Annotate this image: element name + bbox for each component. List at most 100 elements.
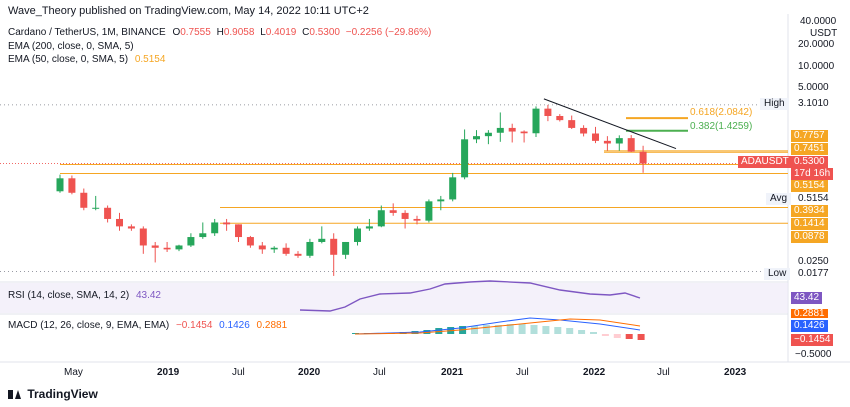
rsi-line <box>299 280 641 312</box>
macd-hist-bar-21 <box>601 334 609 336</box>
time-label-7: 2022 <box>583 367 606 378</box>
candle-body-2019-06 <box>223 222 231 225</box>
candle-body-2019-07 <box>235 224 242 238</box>
low-tag-value: 0.0177 <box>798 268 829 279</box>
candle-body-2020-10 <box>413 218 421 221</box>
candle-body-2022-02 <box>603 140 611 144</box>
candle-body-2021-07 <box>520 131 528 134</box>
time-label-0: May <box>64 367 83 378</box>
macd-hist-bar-23 <box>625 334 633 339</box>
candle-body-2022-05 <box>639 151 647 164</box>
time-label-2: Jul <box>232 367 245 378</box>
candle-body-2018-11 <box>139 228 147 246</box>
fib-label-0382: 0.382(1.4259) <box>690 121 753 132</box>
symbol-name: Cardano / TetherUS, 1M, BINANCE <box>8 27 166 38</box>
candle-body-2020-07 <box>377 210 385 227</box>
candle-body-2020-02 <box>318 238 326 242</box>
high-tag-label: High <box>760 98 789 110</box>
macd-legend: MACD (12, 26, close, 9, EMA, EMA) −0.145… <box>8 320 287 331</box>
close-label: C <box>302 27 310 38</box>
candle-body-2020-03 <box>330 238 338 255</box>
rsi-value: 43.42 <box>135 290 161 301</box>
close-value: 0.5300 <box>309 27 340 38</box>
macd-hist-tag: −0.1454 <box>791 334 834 346</box>
macd-hist-bar-15 <box>530 325 538 334</box>
rsi-label: RSI (14, close, SMA, 14, 2) <box>8 290 130 301</box>
time-label-4: Jul <box>373 367 386 378</box>
low-tag-label: Low <box>764 268 791 280</box>
candle-body-2021-10 <box>556 115 564 121</box>
symbol-price-tag: 0.5300 <box>791 156 828 168</box>
macd-hist-bar-16 <box>542 326 550 334</box>
candle-body-2022-01 <box>592 133 599 141</box>
change-value: −0.2256 (−29.86%) <box>345 27 432 38</box>
candle-body-2019-10 <box>270 247 278 250</box>
low-label: L <box>260 27 266 38</box>
macd-hist-bar-7 <box>435 328 443 334</box>
candle-body-2021-12 <box>580 127 588 134</box>
candle-body-2019-02 <box>175 245 183 250</box>
macd-hist-bar-20 <box>590 332 597 334</box>
rsi-band <box>0 283 788 313</box>
countdown-tag: 17d 16h <box>791 168 834 180</box>
ema50-value: 0.5154 <box>134 54 166 65</box>
candle-body-2019-01 <box>163 247 171 250</box>
fib-label-0618: 0.618(2.0842) <box>690 107 753 118</box>
avg-tag-value: 0.5154 <box>798 193 829 204</box>
candle-body-2020-11 <box>425 201 433 221</box>
tradingview-logo[interactable]: TradingView <box>8 387 98 401</box>
level-tag-4: 0.1414 <box>791 218 828 230</box>
candle-body-2020-04 <box>342 241 350 255</box>
macd-hist-value: −0.1454 <box>175 320 213 331</box>
price-tick-40: 40.0000 <box>800 16 837 27</box>
trend-line <box>543 98 677 150</box>
macd-line <box>354 317 641 335</box>
candle-body-2021-08 <box>532 108 540 134</box>
candle-body-2021-06 <box>508 127 516 132</box>
level-tag-1: 0.7451 <box>791 143 828 155</box>
candle-body-2018-09 <box>116 218 123 227</box>
macd-hist-bar-12 <box>494 325 502 334</box>
time-label-1: 2019 <box>157 367 180 378</box>
macd-axis-label: −0.5000 <box>795 349 832 360</box>
candle-body-2018-07 <box>92 207 100 209</box>
level-tag-2: 0.5154 <box>791 180 828 192</box>
candle-body-2018-10 <box>127 226 135 229</box>
candle-body-2019-12 <box>294 253 302 256</box>
candle-body-2018-05 <box>68 178 76 193</box>
symbol-tag: ADAUSDT <box>738 156 792 168</box>
candle-body-2019-09 <box>258 245 266 250</box>
ema50-legend: EMA (50, close, 0, SMA, 5) 0.5154 <box>8 54 165 65</box>
candle-body-2021-03 <box>473 136 480 140</box>
macd-hist-bar-19 <box>578 330 586 334</box>
candle-body-2019-03 <box>187 237 195 246</box>
candle-body-2020-01 <box>306 241 314 256</box>
candle-body-2018-08 <box>104 207 112 219</box>
tradingview-logo-text: TradingView <box>27 387 98 401</box>
macd-signal-value: 0.2881 <box>256 320 288 331</box>
candle-body-2018-12 <box>151 245 159 248</box>
candle-body-2020-08 <box>389 210 397 213</box>
price-tick-10: 10.0000 <box>798 61 835 72</box>
time-label-6: Jul <box>516 367 529 378</box>
macd-hist-bar-13 <box>506 324 514 334</box>
tradingview-logo-icon <box>8 390 21 400</box>
level-tag-3: 0.3934 <box>791 205 828 217</box>
macd-hist-bar-10 <box>471 326 478 334</box>
macd-line-value: 0.1426 <box>219 320 250 331</box>
rsi-tag: 43.42 <box>791 292 823 304</box>
currency-label: USDT <box>810 28 838 39</box>
candle-body-2021-09 <box>544 108 552 116</box>
macd-hist-bar-18 <box>566 328 574 334</box>
macd-hist-bar-24 <box>637 334 645 340</box>
candle-body-2021-11 <box>568 120 576 128</box>
macd-hist-bar-17 <box>554 327 562 334</box>
level-tag-0: 0.7757 <box>791 130 828 142</box>
candle-body-2022-03 <box>615 138 623 144</box>
price-tick-5: 5.0000 <box>798 82 829 93</box>
candle-body-2019-04 <box>199 233 207 238</box>
time-label-9: 2023 <box>724 367 747 378</box>
candle-body-2021-05 <box>496 127 504 133</box>
macd-hist-bar-11 <box>482 325 490 334</box>
